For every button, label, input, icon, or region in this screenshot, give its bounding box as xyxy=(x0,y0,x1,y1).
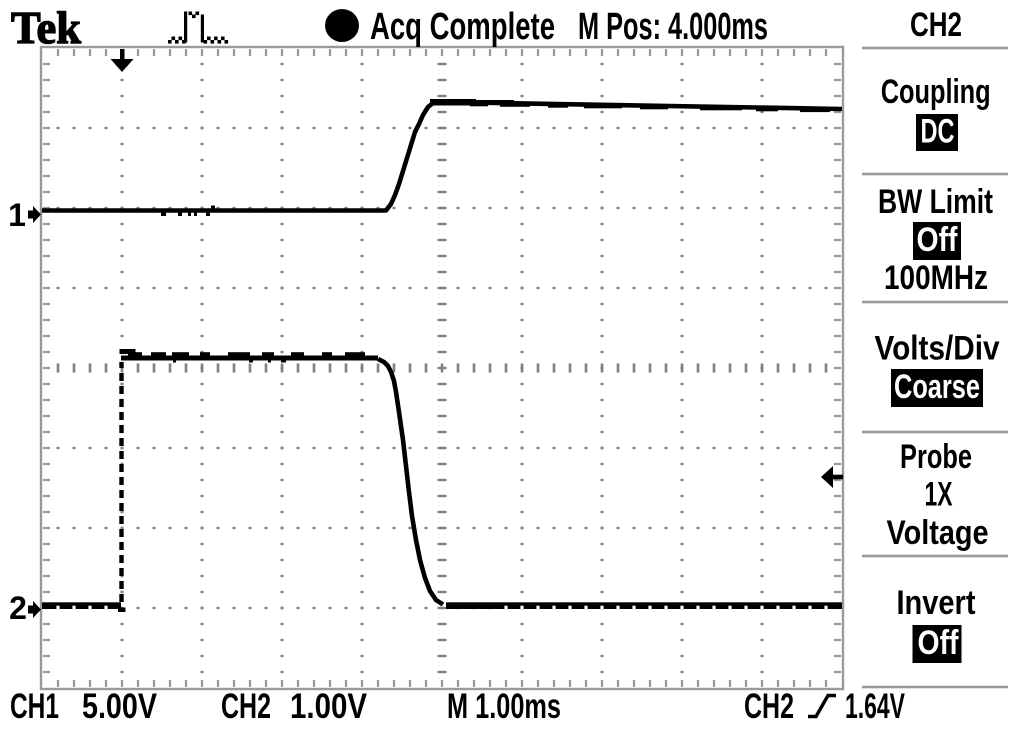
svg-text:2: 2 xyxy=(9,590,27,626)
svg-text:CH2: CH2 xyxy=(744,687,794,726)
svg-text:CH2: CH2 xyxy=(221,687,271,726)
svg-text:Tek: Tek xyxy=(11,2,81,53)
svg-text:Invert: Invert xyxy=(897,584,976,622)
svg-text:DC: DC xyxy=(921,113,955,151)
svg-text:CH1: CH1 xyxy=(10,687,59,726)
svg-text:Volts/Div: Volts/Div xyxy=(875,330,1000,368)
svg-text:1X: 1X xyxy=(925,476,953,514)
svg-text:M Pos: 4.000ms: M Pos: 4.000ms xyxy=(578,6,768,48)
svg-text:5.00V: 5.00V xyxy=(82,687,158,726)
svg-text:CH2: CH2 xyxy=(910,6,962,44)
svg-text:Off: Off xyxy=(917,221,959,259)
svg-text:1.00V: 1.00V xyxy=(290,687,368,726)
svg-text:Probe: Probe xyxy=(900,438,972,476)
svg-text:M 1.00ms: M 1.00ms xyxy=(447,687,561,726)
svg-text:Off: Off xyxy=(918,624,960,662)
svg-text:100MHz: 100MHz xyxy=(884,259,988,297)
svg-text:Coupling: Coupling xyxy=(881,73,991,111)
svg-text:Acq Complete: Acq Complete xyxy=(370,6,555,48)
svg-text:Voltage: Voltage xyxy=(887,514,989,552)
svg-text:1.64V: 1.64V xyxy=(845,687,905,726)
svg-text:Coarse: Coarse xyxy=(894,368,980,406)
svg-text:1: 1 xyxy=(8,197,26,233)
svg-text:BW Limit: BW Limit xyxy=(878,183,993,221)
